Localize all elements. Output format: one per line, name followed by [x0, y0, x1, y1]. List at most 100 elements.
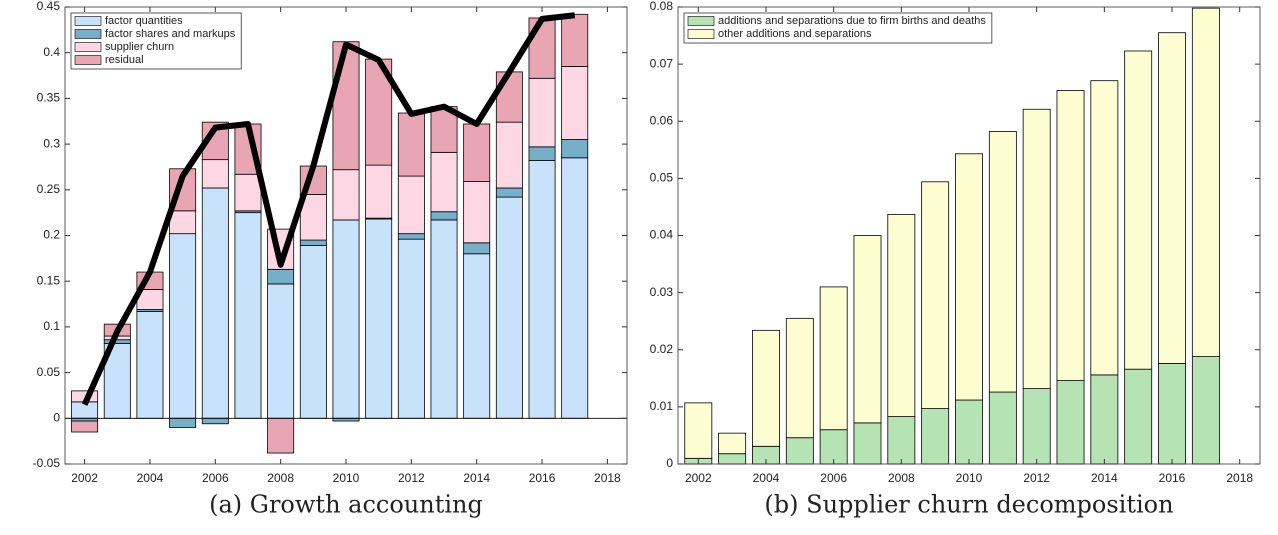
- bar-segment: [1090, 80, 1119, 376]
- x-tick-label: 2016: [529, 471, 556, 485]
- x-tick-label: 2012: [1023, 471, 1050, 485]
- bar-segment: [1124, 50, 1153, 370]
- legend-swatch: [74, 42, 102, 52]
- bar-segment: [397, 238, 425, 419]
- bar-segment: [463, 242, 491, 255]
- bar-segment: [234, 212, 262, 419]
- bar-segment: [463, 123, 491, 182]
- bar-segment: [1191, 7, 1220, 358]
- y-tick-label: 0: [666, 456, 673, 470]
- bar-segment: [853, 422, 882, 465]
- x-tick-label: 2012: [398, 471, 425, 485]
- legend-swatch: [74, 16, 102, 26]
- bar-segment: [718, 453, 747, 465]
- caption: (b) Supplier churn decomposition: [764, 491, 1173, 519]
- bar-segment: [495, 71, 523, 123]
- bar-segment: [528, 77, 556, 148]
- bar-segment: [684, 402, 713, 459]
- bar-segment: [71, 420, 99, 433]
- y-tick-label: 0.07: [650, 56, 674, 70]
- bar-segment: [921, 408, 950, 465]
- bar-segment: [332, 417, 360, 422]
- legend-swatch: [74, 55, 102, 65]
- bar-segment: [955, 153, 983, 401]
- bar-segment: [397, 112, 425, 177]
- bar-segment: [988, 131, 1017, 393]
- x-tick-label: 2002: [71, 471, 98, 485]
- bar-segment: [1124, 368, 1153, 465]
- y-tick-label: 0.05: [37, 365, 61, 379]
- y-tick-label: 0.02: [650, 342, 674, 356]
- bar-segment: [1191, 356, 1220, 465]
- y-tick-label: 0.25: [37, 182, 61, 196]
- bar-segment: [365, 164, 393, 219]
- bar-segment: [169, 233, 197, 419]
- bar-segment: [1056, 90, 1085, 381]
- x-tick-label: 2006: [202, 471, 229, 485]
- y-tick-label: 0.45: [37, 0, 61, 13]
- bar-segment: [463, 181, 491, 244]
- bar-segment: [853, 235, 882, 424]
- bar-segment: [1090, 374, 1119, 465]
- legend-swatch: [74, 29, 102, 39]
- panel: 0 0.01 0.02 0.03 0.04 0.05 0.06 0.07 0.08 2002 200…: [650, 0, 1261, 519]
- bar-segment: [785, 317, 814, 439]
- bar-segment: [365, 218, 393, 419]
- legend-swatch: [687, 16, 715, 26]
- y-tick-label: 0.4: [43, 45, 60, 59]
- bar-segment: [561, 66, 589, 140]
- bar-segment: [267, 417, 295, 454]
- y-tick-label: 0.03: [650, 285, 674, 299]
- bar-segment: [267, 283, 295, 419]
- legend-label: residual: [105, 54, 144, 66]
- bar-segment: [955, 399, 983, 465]
- bar-segment: [495, 121, 523, 189]
- bar-segment: [430, 151, 458, 213]
- legend-label: factor quantities: [105, 15, 183, 27]
- bar-segment: [1158, 32, 1186, 364]
- bar-segment: [561, 157, 589, 419]
- bar-segment: [887, 213, 916, 417]
- x-tick-label: 2018: [594, 471, 621, 485]
- bar-segment: [887, 416, 916, 465]
- bar-segment: [332, 41, 360, 171]
- bar-segment: [463, 253, 491, 419]
- y-tick-label: 0.08: [650, 0, 674, 13]
- bar-segment: [397, 233, 425, 240]
- bar-segment: [299, 239, 327, 246]
- bar-segment: [528, 146, 556, 161]
- bar-segment: [1056, 380, 1085, 465]
- legend-label: other additions and separations: [718, 28, 872, 40]
- bar-segment: [201, 417, 229, 425]
- bar-segment: [136, 310, 164, 419]
- bar-segment: [819, 429, 848, 465]
- caption: (a) Growth accounting: [209, 491, 483, 519]
- bar-segment: [332, 219, 360, 419]
- x-tick-label: 2008: [888, 471, 915, 485]
- bar-segment: [71, 417, 99, 422]
- x-tick-label: 2002: [685, 471, 712, 485]
- bar-segment: [1022, 108, 1051, 389]
- y-tick-label: 0.35: [37, 91, 61, 105]
- x-tick-label: 2014: [463, 471, 490, 485]
- x-tick-label: 2010: [333, 471, 360, 485]
- bar-segment: [819, 286, 848, 431]
- legend-label: factor shares and markups: [105, 28, 236, 40]
- x-tick-label: 2014: [1091, 471, 1118, 485]
- x-tick-label: 2018: [1226, 471, 1253, 485]
- x-tick-label: 2004: [137, 471, 164, 485]
- x-tick-label: 2008: [267, 471, 294, 485]
- x-tick-label: 2016: [1159, 471, 1186, 485]
- y-tick-label: 0.3: [43, 136, 60, 150]
- bar-segment: [201, 187, 229, 419]
- bar-segment: [495, 187, 523, 198]
- legend-frame: [683, 12, 993, 44]
- legend-label: additions and separations due to firm bi…: [718, 15, 986, 27]
- bar-segment: [561, 13, 589, 67]
- bar-segment: [1158, 363, 1186, 465]
- bar-segment: [1022, 388, 1051, 465]
- bar-segment: [299, 245, 327, 419]
- bar-segment: [397, 175, 425, 235]
